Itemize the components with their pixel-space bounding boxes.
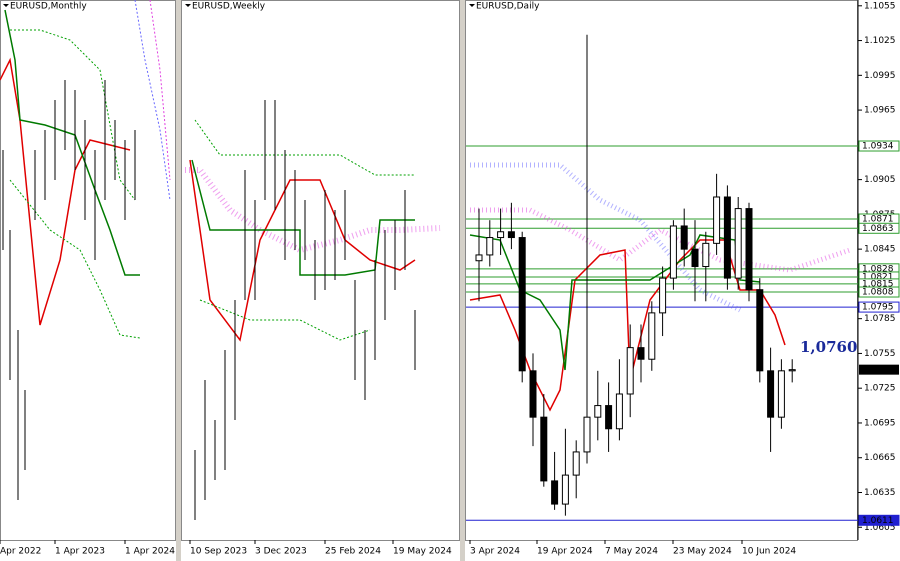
candle-body: [745, 208, 753, 291]
last-price-box: [859, 364, 899, 375]
candle-body: [648, 312, 656, 360]
level-label: 1.0611: [862, 516, 894, 526]
y-tick-label: 1.0965: [864, 106, 896, 116]
x-tick-label: 1 Apr 2024: [125, 547, 175, 557]
y-tick-label: 1.1055: [864, 1, 896, 11]
panel-frame: [181, 0, 460, 541]
candle-body: [734, 208, 742, 279]
candle-body: [518, 237, 526, 372]
title-arrow: [185, 4, 191, 7]
x-tick-label: 10 Jun 2024: [742, 547, 796, 557]
level-label: 1.0815: [862, 279, 894, 289]
x-tick-label: 23 May 2024: [673, 547, 732, 557]
candle-body: [551, 480, 559, 505]
candle-body: [497, 231, 505, 239]
y-tick-label: 1.0845: [864, 245, 896, 255]
x-tick-label: 19 May 2024: [393, 547, 452, 557]
title-arrow: [469, 4, 475, 7]
x-tick-label: 7 May 2024: [605, 547, 658, 557]
x-tick-label: Apr 2022: [0, 547, 41, 557]
panel-title: EURUSD,Daily: [476, 2, 540, 12]
y-tick-label: 1.0665: [864, 453, 896, 463]
level-label: 1.0934: [862, 142, 894, 152]
level-label-box: [858, 222, 900, 234]
candle-body: [702, 242, 710, 268]
candle-body: [529, 370, 537, 418]
candle-body: [561, 474, 569, 505]
level-label: 1.0795: [862, 303, 894, 313]
y-tick-label: 1.0755: [864, 349, 896, 359]
candle-body: [637, 347, 645, 360]
level-label-box: [858, 514, 900, 526]
candle-body: [680, 225, 688, 250]
cloud: [470, 207, 851, 273]
y-tick-label: 1.0635: [864, 488, 896, 498]
candle-body: [777, 370, 785, 418]
candle-body: [594, 405, 602, 418]
weekly-indicators: [185, 100, 441, 520]
x-tick-label: 3 Apr 2024: [470, 547, 520, 557]
candle-body: [605, 405, 613, 430]
splitter: [176, 0, 181, 561]
candle-body: [626, 347, 634, 395]
candle-body: [507, 231, 515, 239]
candle-body: [659, 277, 667, 314]
y-tick-label: 1.0905: [864, 175, 896, 185]
candle-body: [615, 393, 623, 430]
candle-body: [669, 225, 677, 279]
candle-body: [475, 254, 483, 262]
x-tick-label: 1 Apr 2023: [55, 547, 105, 557]
x-tick-label: 10 Sep 2023: [190, 547, 247, 557]
level-label: 1.0821: [862, 272, 894, 282]
x-tick-label: 25 Feb 2024: [325, 547, 381, 557]
x-tick-label: 19 Apr 2024: [537, 547, 593, 557]
daily-indicators: [470, 162, 851, 313]
y-tick-label: 1.0995: [864, 71, 896, 81]
panel-title: EURUSD,Monthly: [10, 2, 87, 12]
y-tick-label: 1.0605: [864, 523, 896, 533]
level-label: 1.0871: [862, 215, 894, 225]
candle-body: [540, 416, 548, 482]
y-tick-label: 1.0785: [864, 314, 896, 324]
candle-body: [691, 248, 699, 268]
y-tick-label: 1.0695: [864, 418, 896, 428]
candle-body: [723, 196, 731, 279]
level-label: 1.0863: [862, 224, 894, 234]
x-tick-label: 3 Dec 2023: [255, 547, 307, 557]
tenkan: [469, 239, 786, 412]
candle-body: [486, 237, 494, 256]
y-tick-label: 1.0725: [864, 384, 896, 394]
title-arrow: [3, 4, 9, 7]
y-tick-label: 1.1025: [864, 36, 896, 46]
level-label: 1.0808: [862, 288, 894, 298]
panel-title: EURUSD,Weekly: [192, 2, 266, 12]
level-label-box: [858, 286, 900, 298]
candle-body: [572, 451, 580, 476]
candle-body: [756, 289, 764, 372]
candle-body: [767, 370, 775, 418]
splitter: [460, 0, 465, 561]
last-price-label: 1.0741: [862, 365, 894, 375]
monthly-indicators: [0, 0, 171, 500]
annotation: 1,0760: [800, 338, 857, 356]
panel-frame: [0, 0, 176, 541]
candle-body: [788, 369, 796, 372]
level-label: 1.0828: [862, 264, 894, 274]
candle-body: [713, 196, 721, 244]
candle-body: [583, 416, 591, 453]
level-label-box: [858, 140, 900, 152]
level-label-box: [858, 301, 900, 313]
